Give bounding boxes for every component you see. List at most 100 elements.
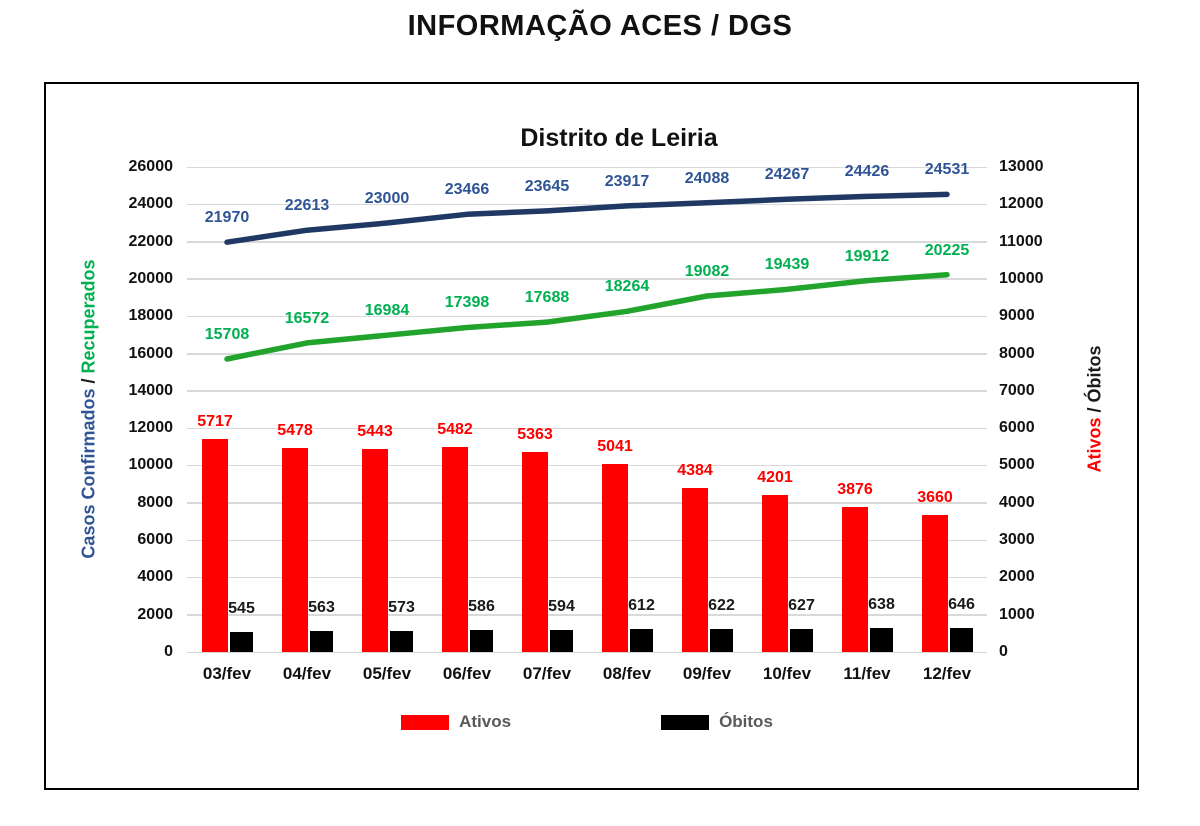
left-axis-tick: 18000 [128,307,174,325]
line-value-label: 23000 [364,189,410,207]
line-value-label: 17398 [444,294,490,312]
gridline [187,166,987,168]
gridline [187,203,987,206]
bar-ativos [282,447,308,652]
bar-value-label: 4201 [757,469,793,487]
bar-value-label: 5363 [517,425,553,443]
left-axis-tick: 16000 [128,344,174,362]
gridline [187,353,987,355]
bar-óbitos [230,631,253,652]
right-axis-tick: 1000 [999,605,1035,623]
legend-item-ativos: Ativos [401,712,511,732]
right-axis-tick: 10000 [999,269,1044,287]
x-axis-label: 11/fev [843,664,891,683]
line-value-label: 23917 [604,172,650,190]
line-value-label: 18264 [604,278,650,296]
bar-value-label: 612 [628,597,655,615]
bar-value-label: 5478 [277,421,313,439]
bar-value-label: 627 [788,596,815,614]
x-axis-label: 03/fev [202,664,252,683]
right-axis-tick: 7000 [999,381,1035,399]
left-axis-tick: 14000 [128,381,174,399]
right-axis-title-part: / Óbitos [1084,345,1105,418]
right-axis-tick: 2000 [999,568,1035,586]
x-axis-label: 06/fev [442,664,492,683]
bar-value-label: 5482 [437,421,473,439]
gridline [187,278,987,280]
bar-ativos [442,447,468,652]
legend-label: Óbitos [719,712,773,731]
bar-ativos [362,448,388,652]
bar-value-label: 563 [308,598,335,616]
bar-value-label: 646 [948,595,975,613]
line-casos-confirmados [224,191,950,245]
bar-value-label: 545 [228,599,255,617]
right-axis-title-part: Ativos [1084,417,1105,473]
chart-title: Distrito de Leiria [520,124,718,152]
line-value-label: 23466 [444,181,490,199]
right-axis-title: Ativos / Óbitos [1084,167,1106,652]
bar-óbitos [550,629,573,652]
right-axis-tick: 6000 [999,419,1035,437]
page-title: INFORMAÇÃO ACES / DGS [407,10,793,42]
line-value-label: 24426 [844,163,890,181]
bar-value-label: 586 [468,598,495,616]
left-axis-tick: 24000 [128,195,174,213]
line-value-label: 15708 [204,325,250,343]
x-axis-label: 09/fev [682,664,732,683]
chart-legend: Ativos Óbitos [187,712,987,732]
right-axis-tick: 3000 [999,531,1035,549]
line-recuperados [224,271,950,362]
left-axis-tick: 12000 [128,419,174,437]
bar-óbitos [630,629,653,652]
line-value-label: 24267 [764,166,810,184]
x-axis-label: 07/fev [522,664,572,683]
bar-ativos [522,451,548,652]
bar-óbitos [790,628,813,652]
legend-label: Ativos [459,712,512,731]
left-axis-tick: 26000 [128,158,174,175]
gridline [187,651,987,653]
bar-óbitos [310,630,333,652]
bar-ativos [202,438,228,652]
line-value-label: 16984 [364,302,410,320]
bar-ativos [762,495,788,652]
right-axis-tick: 11000 [999,232,1043,250]
right-axis-tick: 4000 [999,493,1035,511]
bar-value-label: 5041 [597,437,633,455]
line-value-label: 19912 [844,247,890,265]
right-axis-tick: 5000 [999,456,1035,474]
line-value-label: 17688 [524,289,570,307]
legend-item-óbitos: Óbitos [661,712,773,732]
line-value-label: 23645 [524,177,570,195]
right-axis-tick: 12000 [999,195,1044,213]
left-axis-tick: 8000 [137,493,173,511]
gridline [187,390,987,392]
bar-value-label: 4384 [677,462,713,480]
bar-value-label: 5443 [357,422,393,440]
line-value-label: 24088 [684,169,730,187]
bar-value-label: 5717 [197,412,233,430]
left-axis-tick: 20000 [128,269,174,287]
bar-óbitos [390,630,413,652]
right-axis-tick: 8000 [999,344,1035,362]
left-axis-tick: 4000 [137,568,173,586]
left-axis-tick: 6000 [137,531,173,549]
gridline [187,464,987,467]
right-axis-tick: 0 [999,643,1008,660]
bar-value-label: 594 [548,597,575,615]
line-value-label: 24531 [924,161,970,179]
x-axis-label: 04/fev [282,664,332,683]
bar-value-label: 573 [388,598,415,616]
left-axis-tick: 2000 [137,605,173,623]
left-axis-tick: 0 [164,643,173,660]
x-axis-label: 10/fev [762,664,812,683]
left-axis-tick: 22000 [128,232,174,250]
bar-óbitos [870,628,893,652]
right-axis-tick: 9000 [999,307,1035,325]
bar-ativos [842,507,868,652]
x-axis-label: 12/fev [922,664,972,683]
gridline [187,241,987,243]
line-value-label: 22613 [284,197,330,215]
